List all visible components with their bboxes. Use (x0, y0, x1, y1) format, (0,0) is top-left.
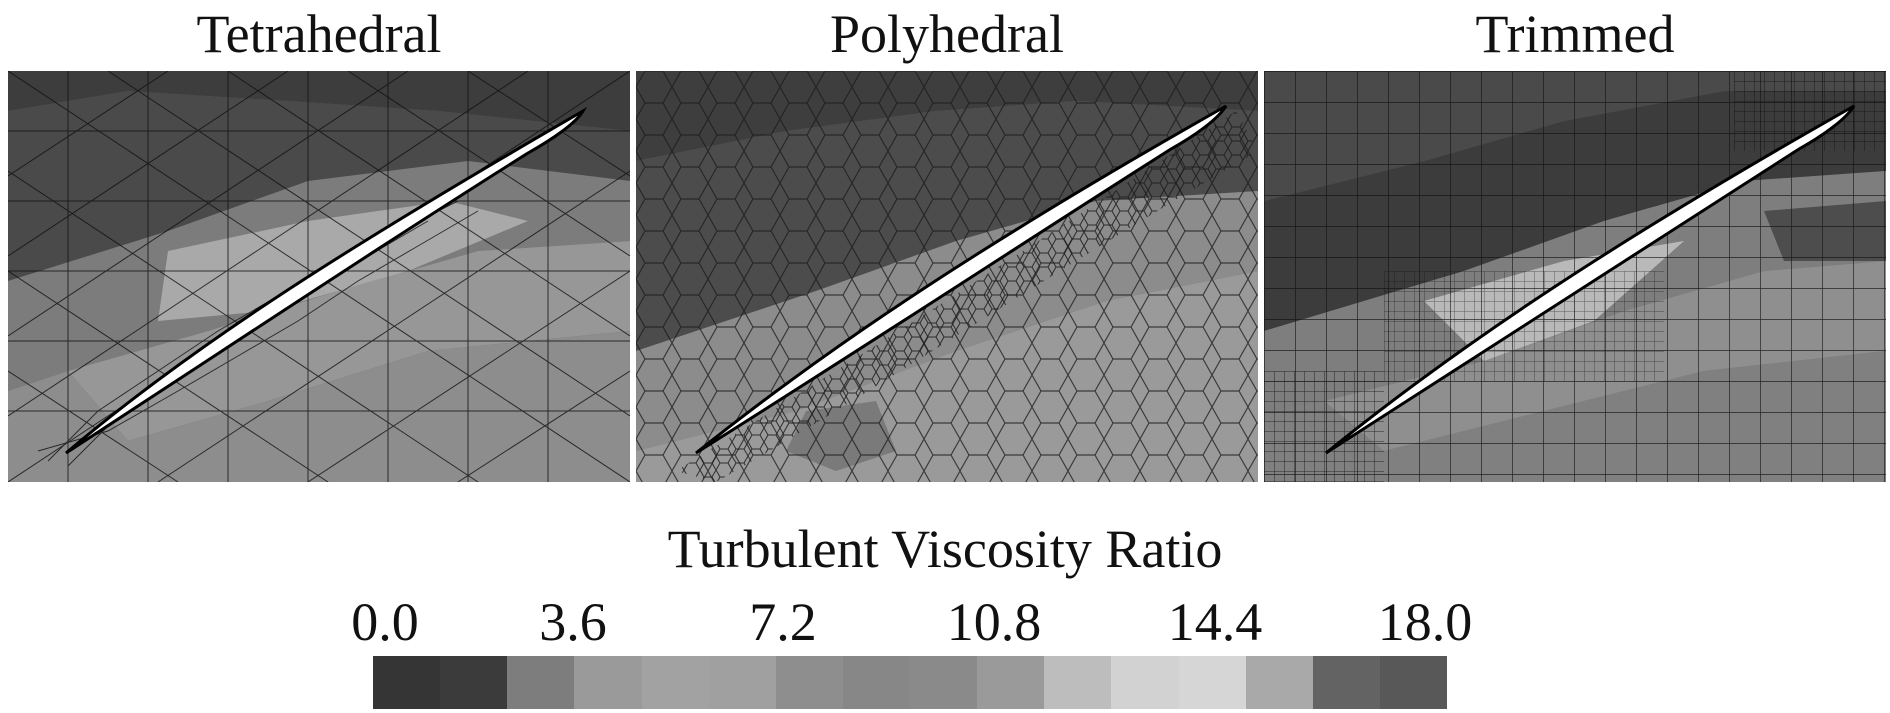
colorbar-segment-14 (1312, 656, 1380, 709)
colorbar-tick-5: 18.0 (1377, 592, 1473, 652)
tetrahedral-mesh-panel (8, 71, 630, 482)
colorbar-segment-1 (440, 656, 508, 709)
colorbar-tick-0: 0.0 (351, 592, 419, 652)
colorbar-tick-2: 7.2 (749, 592, 817, 652)
colorbar-segment-3 (574, 656, 642, 709)
colorbar-segment-10 (1044, 656, 1112, 709)
colorbar-segment-2 (507, 656, 575, 709)
panel-title-polyhedral: Polyhedral (830, 4, 1064, 64)
colorbar-segment-11 (1111, 656, 1179, 709)
blade (695, 104, 1228, 455)
colorbar-segment-5 (708, 656, 776, 709)
colorbar-tick-4: 14.4 (1167, 592, 1263, 652)
trimmed-mesh-panel (1264, 71, 1886, 482)
colorbar-segment-4 (641, 656, 709, 709)
colorbar-segment-7 (842, 656, 910, 709)
colorbar-segment-15 (1379, 656, 1447, 709)
colorbar-segment-6 (775, 656, 843, 709)
panel-title-tetrahedral: Tetrahedral (196, 4, 442, 64)
colorbar-segment-9 (977, 656, 1045, 709)
polyhedral-mesh-plot (636, 71, 1258, 482)
tetrahedral-mesh-plot (8, 71, 630, 482)
colorbar-segment-12 (1178, 656, 1246, 709)
trimmed-mesh-plot (1264, 71, 1886, 482)
colorbar-segment-0 (373, 656, 441, 709)
colorbar-tick-3: 10.8 (946, 592, 1042, 652)
colorbar (373, 656, 1447, 709)
panel-title-trimmed: Trimmed (1475, 4, 1675, 64)
colorbar-segment-8 (910, 656, 978, 709)
blade (65, 106, 588, 455)
blade (1325, 104, 1856, 455)
colorbar-segment-13 (1245, 656, 1313, 709)
polyhedral-mesh-panel (636, 71, 1258, 482)
colorbar-tick-1: 3.6 (539, 592, 607, 652)
colorbar-title: Turbulent Viscosity Ratio (667, 519, 1223, 579)
refined-mesh-region (676, 111, 1258, 482)
